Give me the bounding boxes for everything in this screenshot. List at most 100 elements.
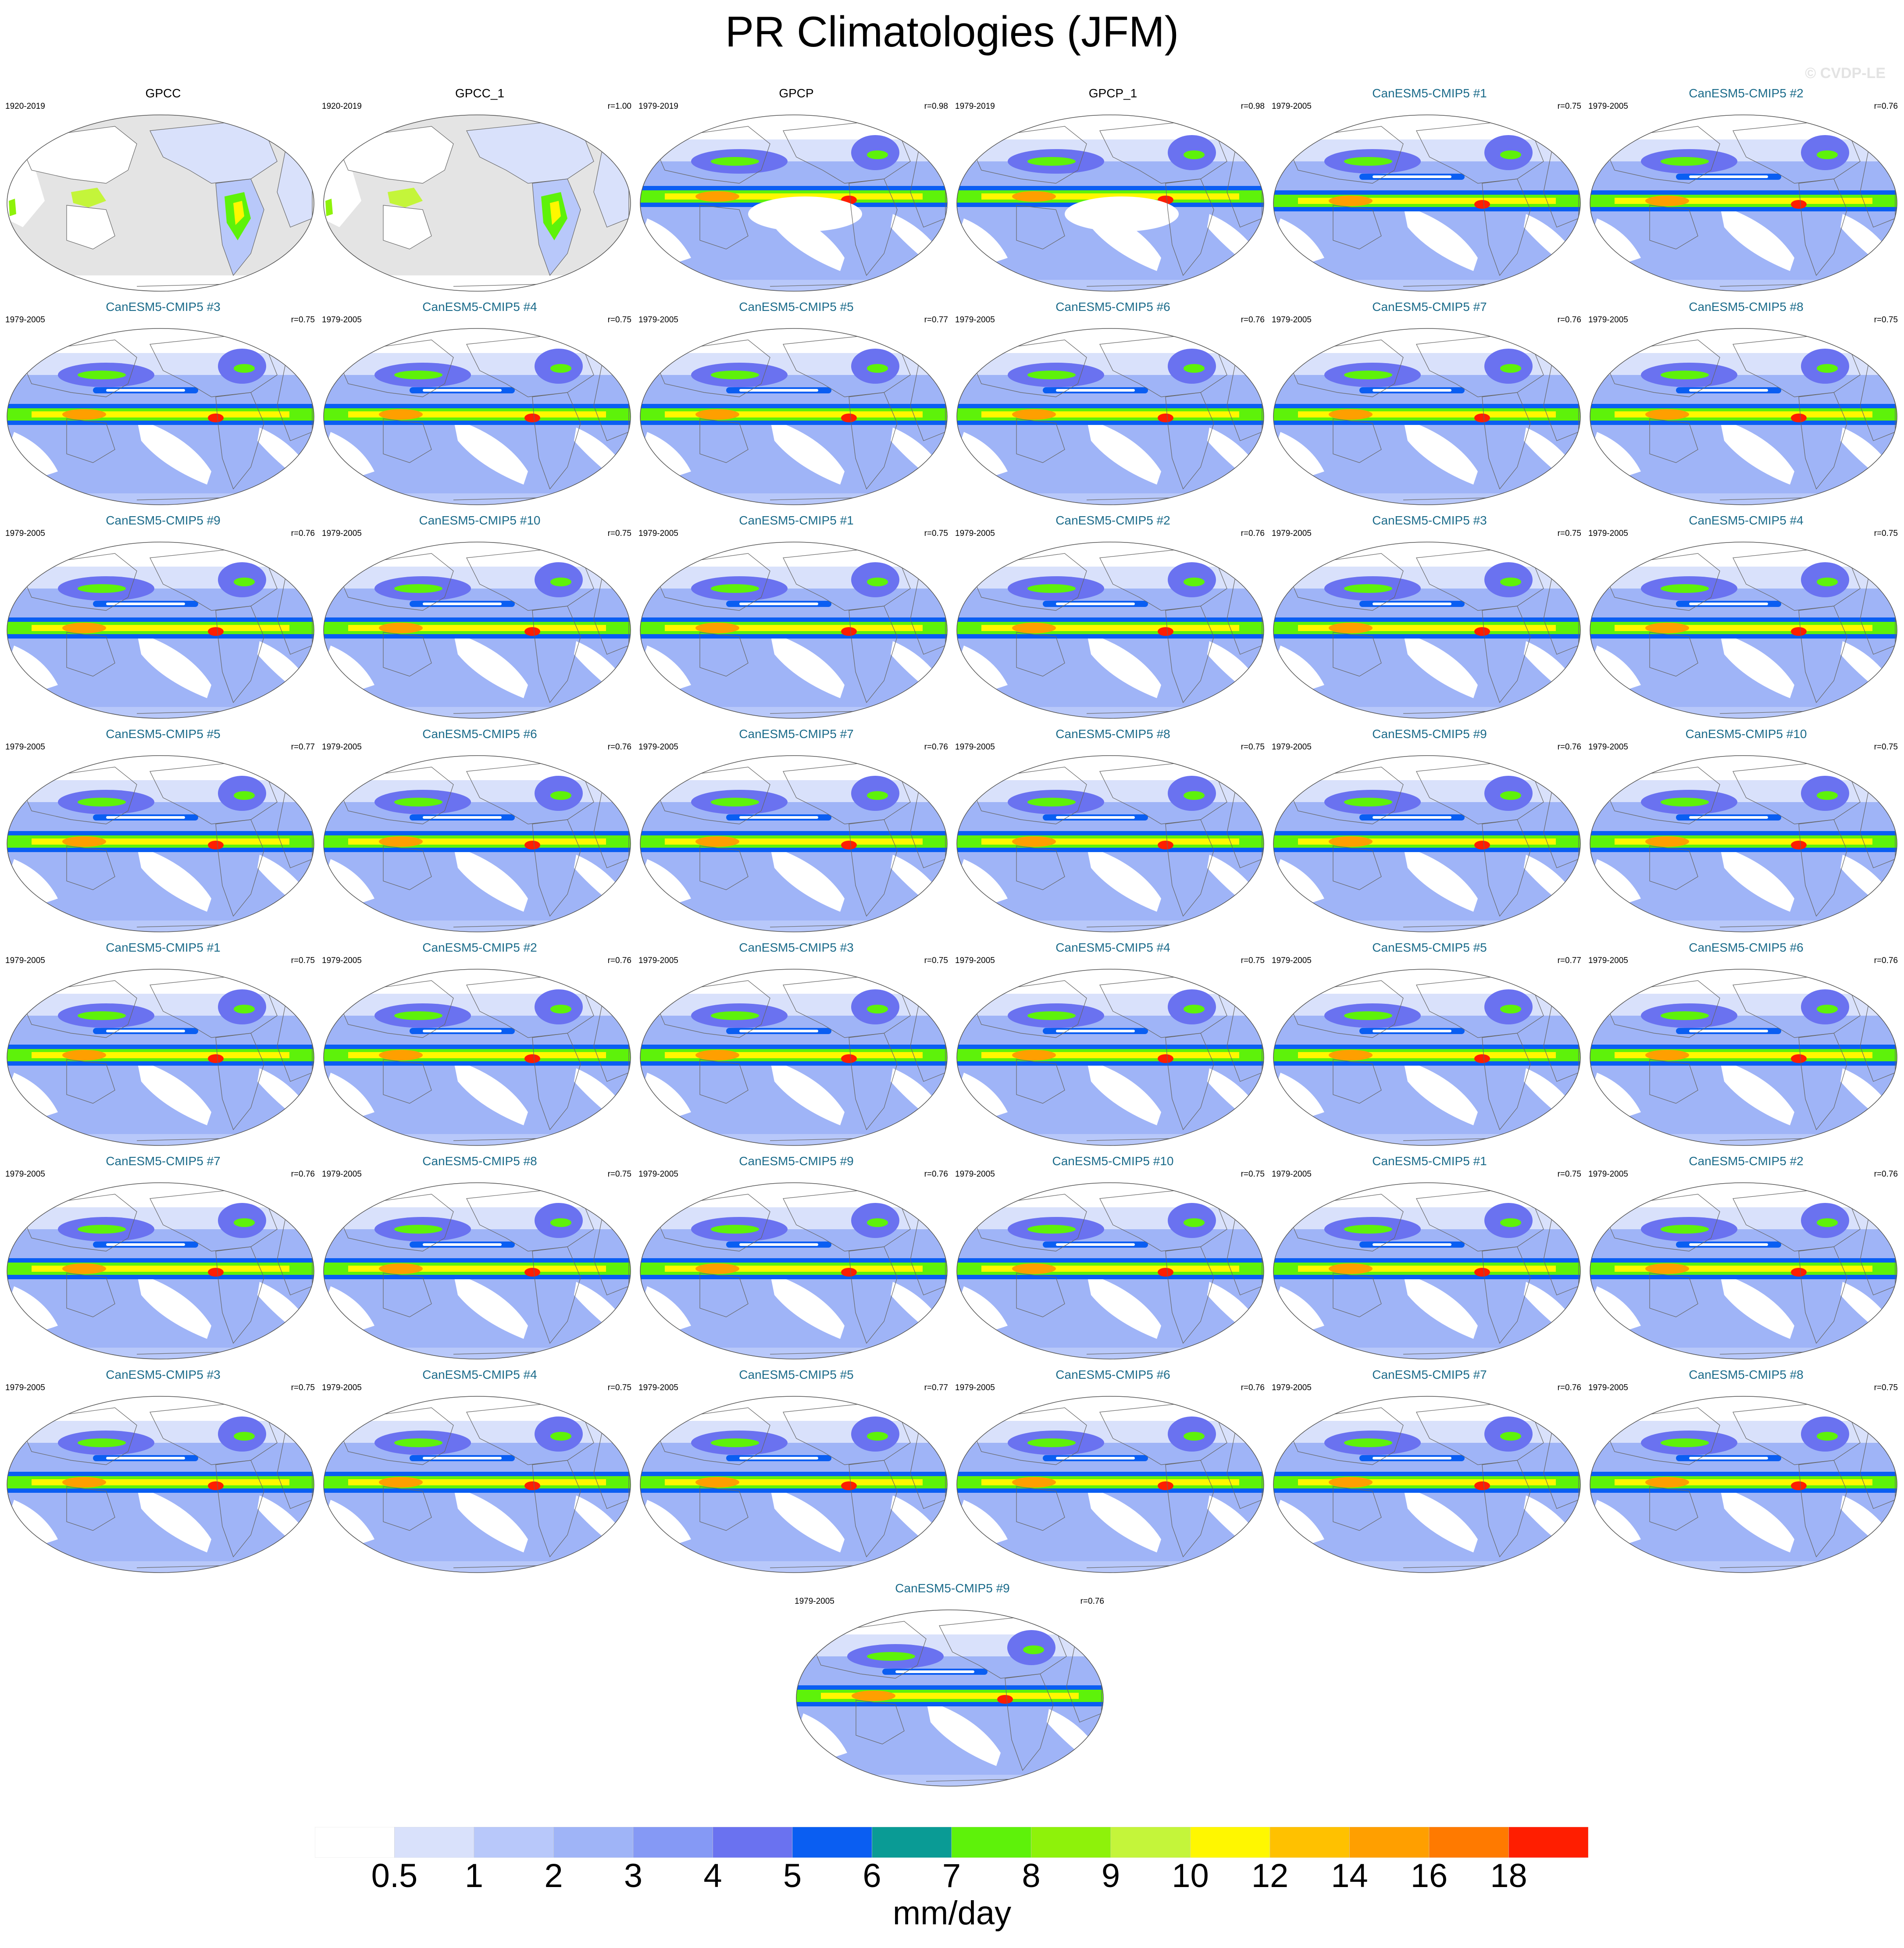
indian-ocean-dry-zone — [1593, 646, 1641, 689]
indian-ocean-dry-zone — [1276, 1073, 1324, 1117]
precip-map — [956, 755, 1264, 932]
coastline — [1086, 1565, 1175, 1568]
double-itcz-gap — [423, 1243, 502, 1246]
precip-map — [7, 1396, 314, 1573]
panel-title: CanESM5-CMIP5 #1 — [1372, 1154, 1487, 1168]
southeast-pacific-dry-zone — [1087, 1487, 1161, 1552]
coastline — [532, 1033, 581, 1131]
panel-correlation: r=0.75 — [607, 1383, 631, 1392]
coastline — [335, 1194, 454, 1252]
south-america-maximum — [1791, 627, 1807, 636]
atlantic-storm-core — [1184, 578, 1205, 586]
coastline — [1284, 339, 1404, 397]
arctic-band — [640, 1396, 947, 1421]
indian-ocean-dry-zone — [959, 432, 1008, 476]
arctic-band — [1273, 1396, 1580, 1421]
map-border — [1590, 542, 1897, 719]
atlantic-storm-core — [550, 1432, 571, 1441]
panel-years: 1920-2019 — [5, 102, 45, 111]
indian-ocean-dry-zone — [1593, 1500, 1641, 1544]
map-border — [1590, 1182, 1897, 1359]
coastline — [770, 497, 858, 500]
arctic-band — [640, 115, 947, 139]
coastline — [1798, 819, 1847, 917]
panel-title: CanESM5-CMIP5 #1 — [1372, 86, 1487, 100]
map-border — [7, 542, 314, 719]
coastline — [1601, 126, 1720, 184]
arctic-band — [796, 1610, 1103, 1634]
pacific-storm-core — [1661, 1438, 1709, 1447]
southeast-pacific-dry-zone — [453, 1060, 528, 1125]
panel-correlation: r=0.75 — [607, 315, 631, 325]
coastline — [651, 1194, 770, 1252]
map-border — [956, 542, 1264, 719]
panel-correlation: r=0.75 — [291, 1383, 315, 1392]
pacific-storm-core — [1661, 371, 1709, 379]
coastline — [1719, 497, 1808, 500]
land-precip-region — [467, 122, 594, 183]
coastline — [136, 924, 225, 928]
colorbar-swatch — [315, 1827, 395, 1858]
panel-correlation: r=0.77 — [924, 315, 948, 325]
south-america-maximum — [841, 414, 857, 422]
southeast-pacific-dry-zone — [137, 419, 211, 485]
atlantic-storm-core — [1817, 150, 1838, 159]
double-itcz-gap — [1689, 603, 1768, 605]
map-border — [1273, 755, 1581, 932]
panel-years: 1979-2005 — [1272, 742, 1312, 752]
coastline — [1165, 1246, 1214, 1344]
map-border — [323, 755, 631, 932]
indian-ocean-dry-zone — [643, 859, 691, 903]
double-itcz-gap — [1689, 1243, 1768, 1246]
pacific-storm-core — [711, 1011, 759, 1020]
map-panel: CanESM5-CMIP5 #6 1979-2005 r=0.76 — [1588, 940, 1904, 1151]
panel-years: 1979-2005 — [1272, 956, 1312, 965]
coastline — [18, 339, 137, 397]
colorbar-label: 0.5 — [371, 1857, 418, 1894]
colorbar-swatch — [792, 1827, 872, 1858]
coastline — [215, 1460, 264, 1558]
map-border — [7, 1182, 314, 1359]
coastline — [1482, 1460, 1531, 1558]
maritime-continent-maximum — [1645, 623, 1689, 633]
panel-years: 1979-2005 — [795, 1597, 834, 1606]
southeast-pacific-dry-zone — [137, 1060, 211, 1125]
arctic-band — [957, 756, 1264, 780]
maritime-continent-maximum — [62, 1263, 106, 1274]
coastline — [1016, 632, 1065, 677]
indian-ocean-dry-zone — [326, 859, 374, 903]
panel-title: CanESM5-CMIP5 #2 — [422, 941, 537, 954]
coastline — [383, 1273, 432, 1317]
indian-ocean-dry-zone — [326, 1500, 374, 1544]
maritime-continent-maximum — [1329, 1050, 1373, 1060]
double-itcz-gap — [1373, 175, 1451, 178]
coastline — [1482, 606, 1531, 703]
coastline — [856, 1700, 905, 1745]
map-border — [323, 114, 631, 292]
indian-ocean-dry-zone — [643, 1286, 691, 1330]
map-border — [640, 328, 948, 505]
map-border — [1273, 328, 1581, 505]
coastline — [1284, 553, 1404, 611]
south-america-maximum — [524, 1481, 540, 1490]
coastline — [215, 392, 264, 490]
coastline — [1086, 711, 1175, 714]
map-border — [1590, 755, 1897, 932]
maritime-continent-maximum — [695, 409, 739, 420]
panel-years: 1979-2005 — [955, 315, 995, 325]
southeast-pacific-dry-zone — [137, 1487, 211, 1552]
panel-years: 1979-2019 — [955, 102, 995, 111]
panel-years: 1979-2005 — [1588, 742, 1628, 752]
panel-correlation: r=0.75 — [1874, 1383, 1898, 1392]
coastline — [453, 711, 542, 714]
panel-title: GPCC_1 — [455, 86, 505, 100]
pacific-storm-core — [1661, 584, 1709, 593]
maritime-continent-maximum — [1645, 1263, 1689, 1274]
south-america-maximum — [1158, 841, 1173, 849]
panel-correlation: r=0.76 — [1874, 102, 1898, 111]
arctic-band — [324, 542, 631, 567]
atlantic-storm-core — [1184, 364, 1205, 373]
maritime-continent-maximum — [62, 623, 106, 633]
coastline — [968, 1407, 1087, 1465]
coastline — [849, 392, 898, 490]
